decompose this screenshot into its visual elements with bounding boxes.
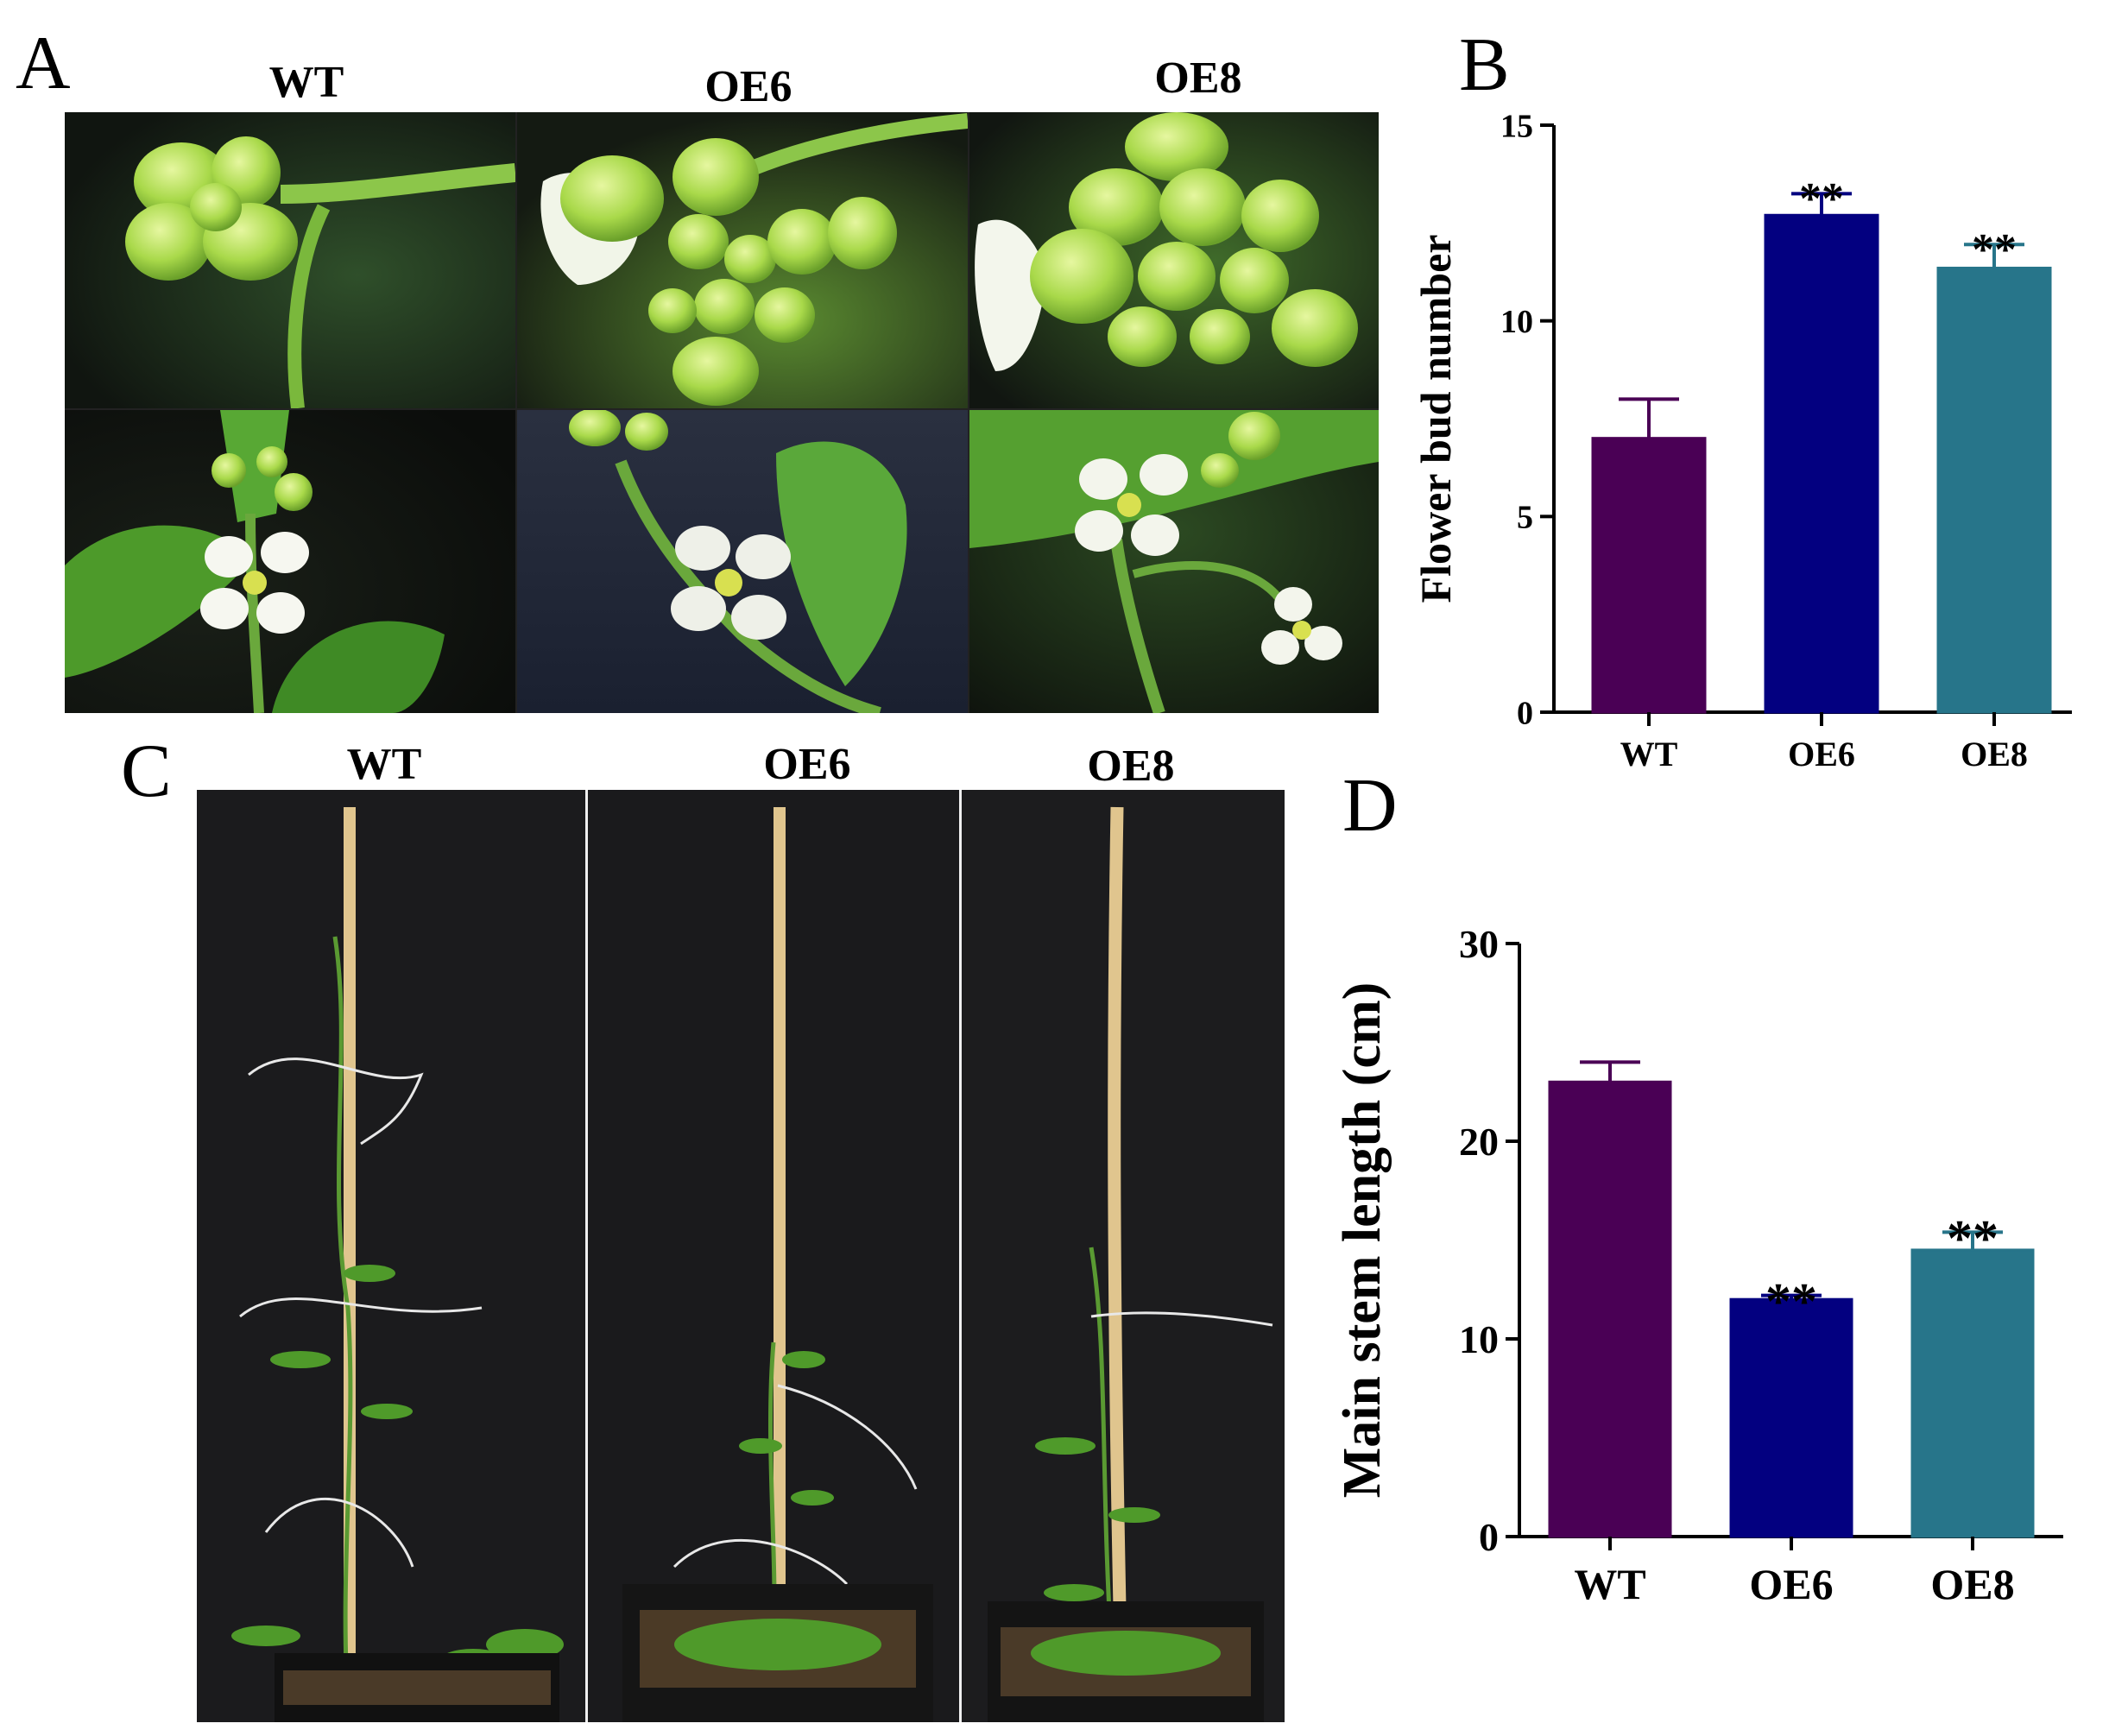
chart-flower-bud-number: 0 5 10 15 Flower bud number WT OE6 ** OE8 **: [1381, 86, 2098, 803]
chart-b-bar-wt: [1591, 437, 1707, 714]
chart-d-y-axis-label: Main stem length (cm): [1333, 982, 1392, 1498]
panel-a-label-oe8: OE8: [1154, 54, 1242, 103]
panel-letter-c: C: [121, 729, 172, 813]
panel-c-photo-strip: [197, 790, 1285, 1722]
chart-b-bar-oe6: [1764, 213, 1879, 714]
chart-d-x-tick-label-oe6: OE6: [1749, 1560, 1833, 1608]
panel-c-label-oe6: OE6: [763, 740, 851, 789]
whole-plant-photo-oe8: [962, 790, 1285, 1722]
open-flower-photo-wt: [65, 410, 515, 713]
panel-a-label-oe6: OE6: [704, 62, 792, 111]
panel-a-photo-grid: [65, 112, 1379, 713]
chart-b-significance-oe8: **: [1972, 225, 2017, 275]
panel-c-label-wt: WT: [346, 740, 422, 789]
chart-d-significance-oe6: **: [1765, 1273, 1817, 1330]
chart-d-y-tick-label: 10: [1459, 1317, 1499, 1361]
chart-b-x-tick-label-oe8: OE8: [1961, 735, 2028, 773]
chart-b-bar-oe8: [1936, 266, 2052, 714]
panel-letter-a: A: [16, 22, 71, 105]
chart-d-bar-oe8: [1910, 1248, 2035, 1538]
chart-d-bar-wt: [1548, 1080, 1672, 1538]
chart-b-y-tick-label: 15: [1500, 108, 1533, 144]
chart-main-stem-length: 0 10 20 30 Main stem length (cm) WT OE6 ** OE8 **: [1312, 863, 2106, 1727]
panel-c-label-oe8: OE8: [1087, 742, 1175, 791]
chart-b-y-axis-label: Flower bud number: [1411, 235, 1460, 603]
flower-bud-cluster-photo-oe8: [969, 112, 1379, 408]
panel-letter-b: B: [1459, 23, 1510, 107]
flower-bud-cluster-photo-wt: [65, 112, 515, 408]
chart-b-x-tick-label-oe6: OE6: [1788, 735, 1855, 773]
open-flower-photo-oe6: [517, 410, 968, 713]
panel-letter-d: D: [1342, 764, 1398, 848]
chart-b-y-tick-label: 10: [1500, 304, 1533, 340]
chart-b-significance-oe6: **: [1799, 174, 1844, 224]
chart-d-y-tick-label: 0: [1479, 1515, 1499, 1559]
whole-plant-photo-wt: [197, 790, 585, 1722]
chart-d-y-tick-label: 20: [1459, 1120, 1499, 1164]
whole-plant-photo-oe6: [588, 790, 959, 1722]
chart-d-y-tick-label: 30: [1459, 922, 1499, 966]
chart-b-y-tick-label: 5: [1517, 500, 1533, 536]
chart-b-y-tick-label: 0: [1517, 695, 1533, 731]
chart-main-stem-length-svg: 0 10 20 30 Main stem length (cm) WT OE6 ** OE8 **: [1333, 922, 2063, 1608]
chart-flower-bud-number-svg: 0 5 10 15 Flower bud number WT OE6 ** OE8 **: [1411, 108, 2072, 773]
chart-d-bar-oe6: [1729, 1297, 1853, 1538]
chart-d-x-tick-label-oe8: OE8: [1930, 1560, 2014, 1608]
open-flower-photo-oe8: [969, 410, 1379, 713]
chart-b-x-tick-label-wt: WT: [1620, 735, 1678, 773]
chart-d-x-tick-label-wt: WT: [1574, 1560, 1645, 1608]
chart-d-significance-oe8: **: [1947, 1209, 1999, 1266]
flower-bud-cluster-photo-oe6: [517, 112, 968, 408]
panel-a-label-wt: WT: [268, 58, 344, 107]
